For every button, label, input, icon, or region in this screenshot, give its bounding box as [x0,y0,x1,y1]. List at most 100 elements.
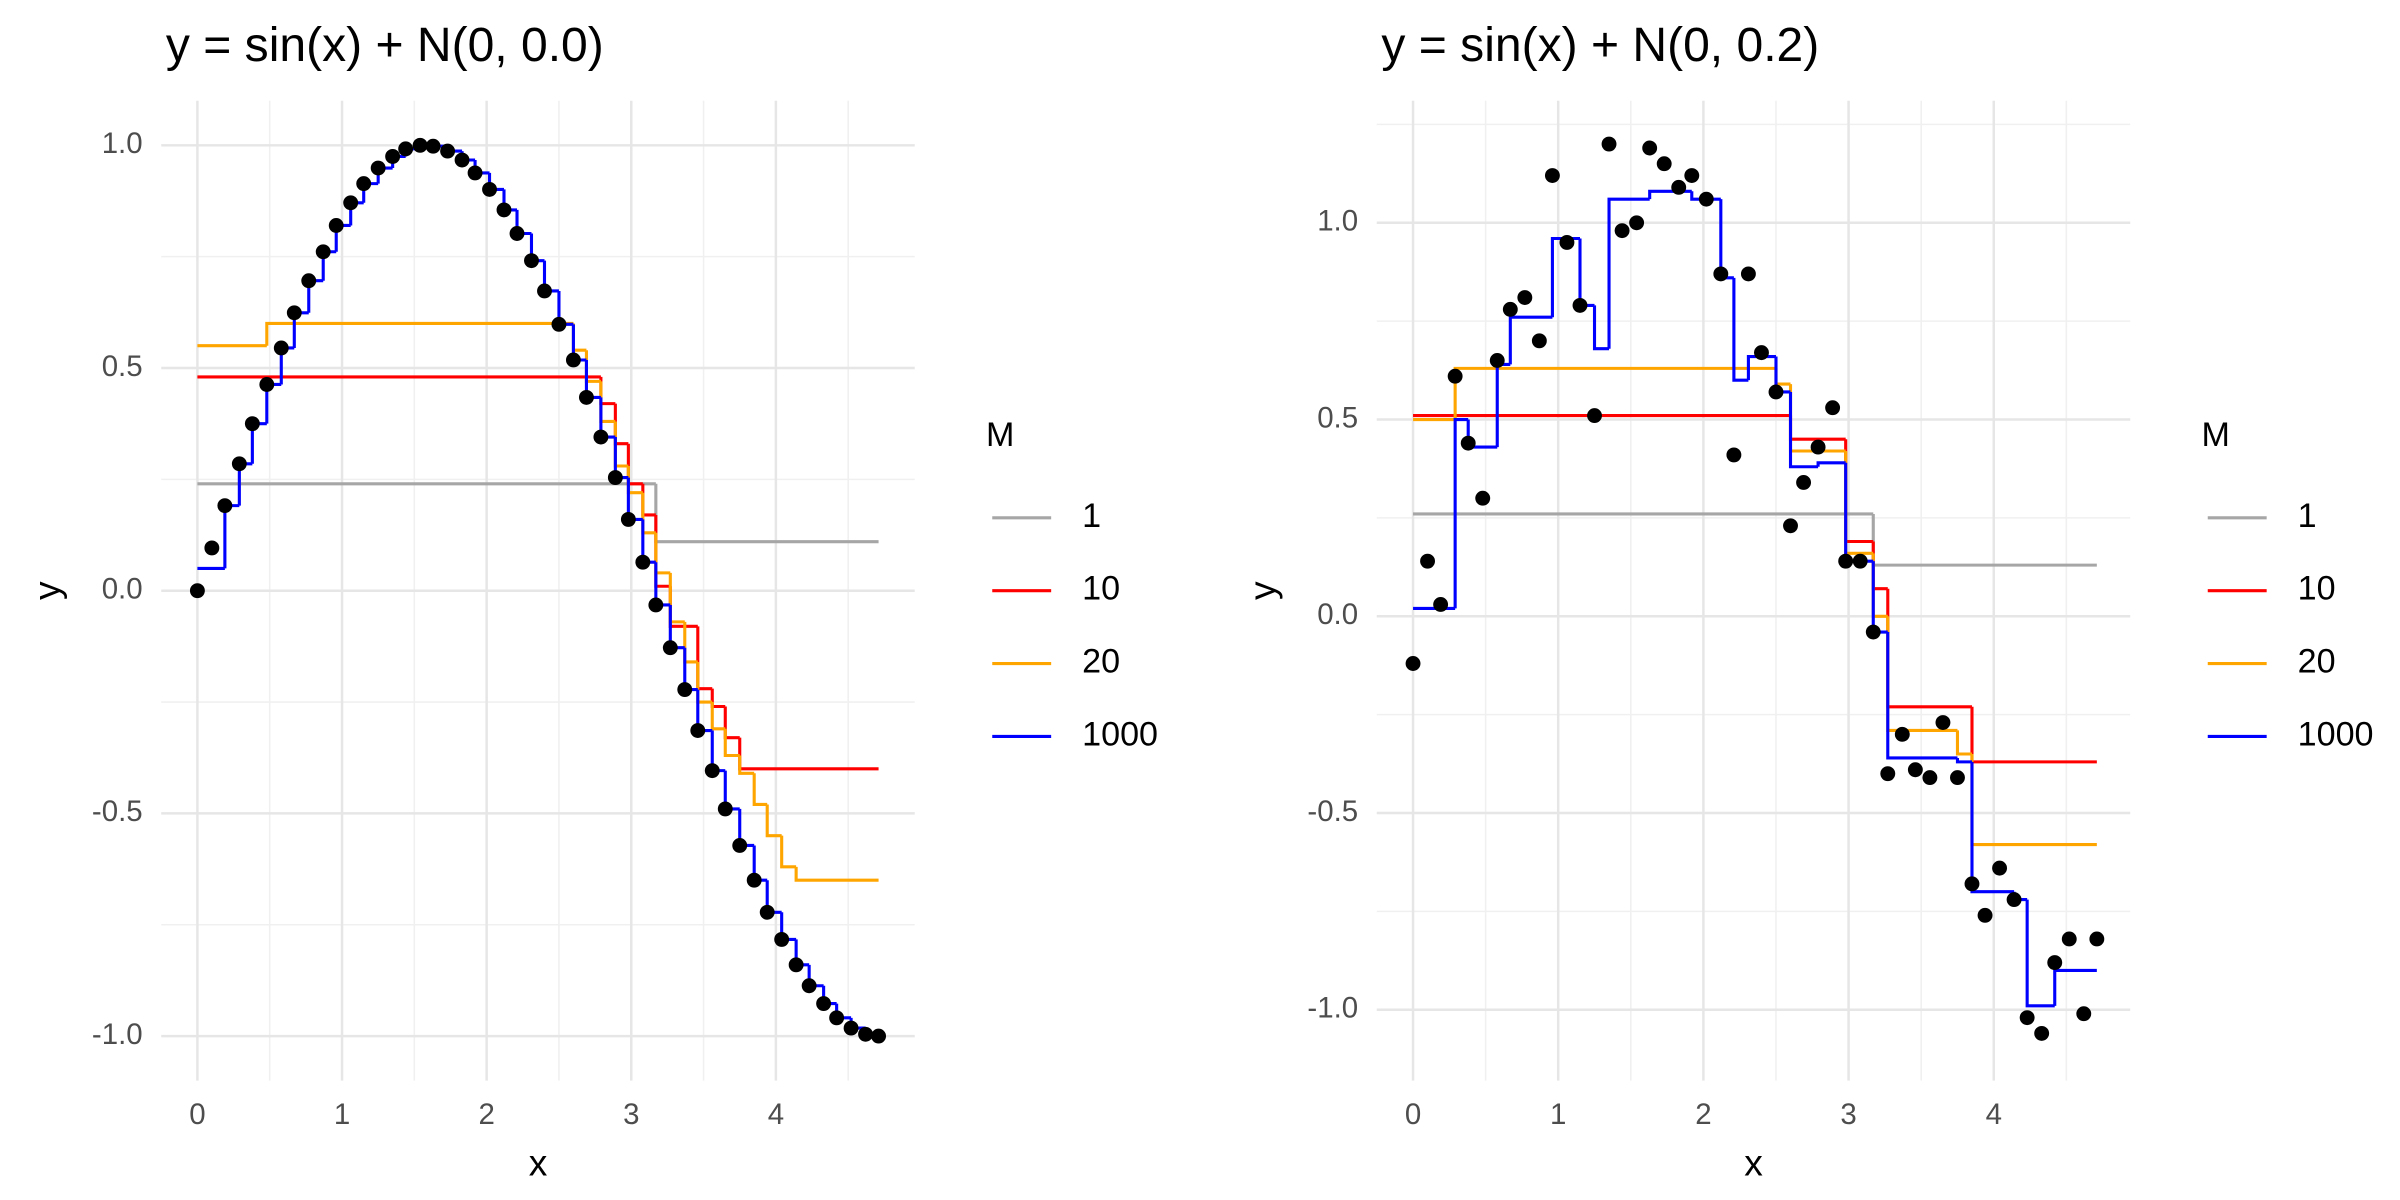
step-segment [1871,561,1888,634]
data-point [398,141,414,157]
data-point [1880,766,1896,782]
step-segment [794,866,879,882]
step-segment [738,755,755,775]
step-segment [599,381,616,424]
step-segment [780,835,797,869]
y-tick-label: 0.0 [102,572,143,605]
data-point [858,1026,873,1042]
legend-label: 1000 [2298,715,2374,753]
legend-label: 20 [2298,643,2336,681]
data-point [454,152,470,168]
step-segment [1955,730,1972,756]
legend-label: 1000 [1082,715,1158,753]
step-segment [223,504,240,569]
data-point [551,316,567,332]
data-point [189,583,205,599]
data-point [871,1028,887,1044]
step-segment [1592,305,1610,351]
data-point [801,978,817,994]
data-point [732,838,748,853]
step-segment [1955,757,1972,764]
x-tick-label: 4 [768,1098,784,1131]
data-point [1713,266,1729,282]
data-point [356,176,372,192]
step-segment [1886,616,1958,732]
data-point [1531,333,1547,349]
step-segment [765,804,782,838]
data-point [343,195,359,211]
x-axis-label: x [529,1142,548,1184]
data-point [537,283,552,299]
data-point [1614,223,1630,239]
step-segment [1774,368,1791,386]
x-tick-label: 2 [478,1098,494,1131]
data-point [1587,408,1602,424]
data-point [1922,770,1938,786]
step-segment [1871,553,1888,618]
data-point [1838,553,1854,569]
chart-title: y = sin(x) + N(0, 0.2) [1381,18,1819,72]
data-point [509,226,525,241]
data-point [1992,860,2008,876]
data-point [1629,215,1645,231]
data-point [1825,400,1841,416]
data-point [1740,266,1756,282]
data-point [244,416,260,432]
data-point [717,801,733,817]
data-point [2076,1006,2092,1022]
data-point [1517,290,1533,305]
step-segment [1578,238,1595,307]
data-point [231,456,247,472]
data-point [467,165,483,181]
data-point [217,498,233,514]
chart-title: y = sin(x) + N(0, 0.0) [166,18,604,72]
y-tick-label: 1.0 [102,127,143,160]
data-point [1475,490,1491,506]
step-segment [668,586,698,628]
step-segment [752,773,768,807]
data-point [2019,1010,2035,1026]
data-point [1726,447,1742,463]
data-point [565,352,581,368]
data-point [328,218,344,233]
step-segment [1886,632,1958,760]
step-segment [668,572,685,624]
data-point [662,640,678,656]
data-point [315,244,331,260]
step-segment [571,323,587,352]
data-point [788,957,804,973]
y-tick-label: 1.0 [1317,205,1358,238]
step-segment [723,728,740,758]
step-segment [696,626,713,691]
step-segment [1871,513,2097,567]
step-segment [1970,761,2015,894]
step-segment [683,621,698,664]
data-point [1656,156,1672,172]
data-point [286,305,302,321]
data-point [2006,892,2022,908]
step-segment [1886,588,1972,709]
x-tick-label: 3 [623,1098,639,1131]
data-point [1572,297,1588,313]
data-point [440,143,456,159]
y-tick-label: 0.5 [1317,401,1358,434]
x-tick-label: 3 [1840,1098,1856,1131]
step-segment [1719,199,1734,280]
step-segment [710,688,726,709]
y-tick-label: -0.5 [92,795,143,828]
data-point [2034,1025,2050,1041]
data-point [1852,553,1868,569]
data-point [746,872,762,888]
step-segment [613,403,629,446]
step-segment [696,661,713,704]
x-tick-label: 1 [1550,1098,1566,1131]
data-point [677,682,693,698]
data-point [370,160,386,176]
data-point [1559,234,1575,250]
data-point [301,273,317,289]
data-point [774,931,790,947]
data-point [593,429,609,445]
x-tick-label: 0 [1405,1098,1421,1131]
x-tick-label: 4 [1986,1098,2002,1131]
